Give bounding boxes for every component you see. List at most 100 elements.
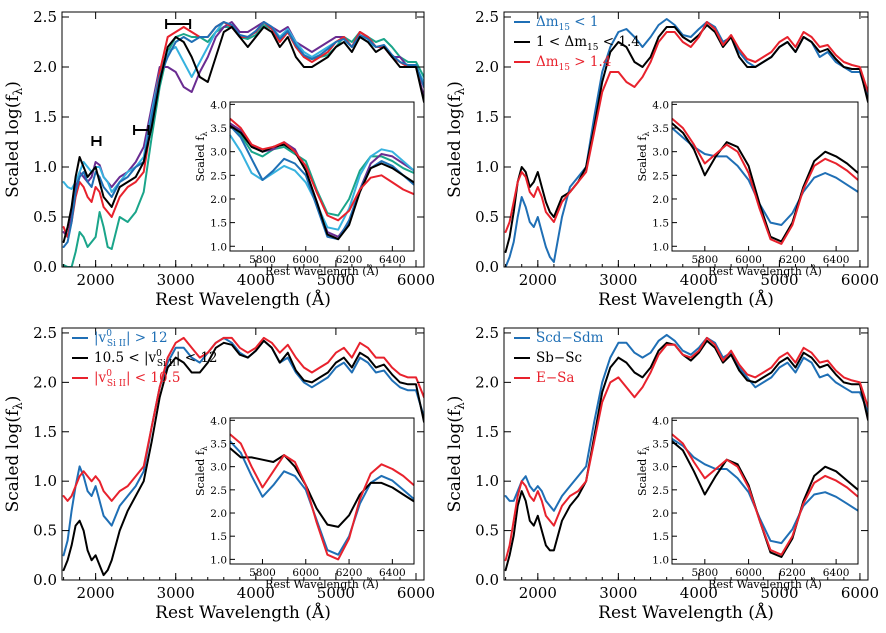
- x-tick-label: 3000: [157, 584, 195, 602]
- inset-y-axis-title: Scaled fλ: [194, 132, 209, 182]
- x-tick-label: 5000: [760, 584, 798, 602]
- inset-y-tick-label: 3.5: [652, 123, 669, 135]
- inset-series-line-3: [229, 433, 415, 561]
- legend-entry: Scd−Sdm: [536, 330, 604, 346]
- y-axis-title-sub: λ: [11, 402, 25, 410]
- y-tick-label: 2.5: [33, 324, 57, 342]
- inset-series-line-5: [229, 124, 415, 241]
- y-tick-label: 2.5: [475, 8, 499, 26]
- inset-plot: 5800 6000 6200 6400 1.0 1.5 2.0 2.5 3.0 3.5 4.0 Res…: [194, 415, 415, 591]
- inset-x-tick-label: 6200: [336, 254, 363, 266]
- x-tick-label: 6000: [397, 584, 435, 602]
- legend-entry: |v0 Si II| < 10.5: [94, 369, 180, 389]
- inset-y-tick-label: 1.5: [210, 531, 227, 543]
- inset-y-tick-label: 1.5: [210, 218, 227, 230]
- y-tick-label: 2.0: [475, 58, 499, 76]
- inset-x-axis-title: Rest Wavelength (Å): [265, 264, 379, 278]
- y-tick-label: 0.5: [33, 208, 57, 226]
- inset-series-line-1: [671, 127, 859, 226]
- inset-series-line-4: [229, 125, 415, 241]
- inset-x-tick-label: 5800: [691, 254, 718, 266]
- series-line-6: [62, 26, 424, 243]
- inset-y-tick-label: 2.5: [652, 485, 669, 497]
- y-tick-label: 1.5: [475, 108, 499, 126]
- y-tick-label: 0.5: [475, 208, 499, 226]
- y-tick-label: 0.0: [33, 258, 57, 276]
- y-axis-title: Scaled log(fλ): [445, 396, 467, 513]
- y-axis-title-end: ): [445, 396, 465, 403]
- inset-y-tick-label: 2.0: [652, 194, 669, 206]
- panel-4: 2000 3000 4000 5000 6000 0.0 0.5 1.0 1.5 2.0 2.5 Re…: [445, 324, 879, 623]
- inset-frame: [229, 101, 415, 252]
- x-tick-label: 3000: [599, 584, 637, 602]
- inset-y-tick-label: 4.0: [210, 415, 227, 427]
- inset-y-tick-label: 2.0: [210, 194, 227, 206]
- inset-x-tick-label: 5800: [691, 567, 718, 579]
- y-tick-label: 1.5: [475, 423, 499, 441]
- legend-entry: Δm15 < 1: [536, 14, 599, 33]
- x-axis-title: Rest Wavelength (Å): [598, 289, 774, 310]
- inset-y-tick-label: 1.0: [652, 241, 669, 253]
- inset-x-tick-label: 6000: [292, 567, 319, 579]
- inset-plot: 5800 6000 6200 6400 1.0 1.5 2.0 2.5 3.0 3.5 4.0 Res…: [636, 99, 859, 278]
- inset-y-tick-label: 2.5: [652, 170, 669, 182]
- y-tick-label: 1.5: [33, 423, 57, 441]
- inset-series-line-1: [671, 438, 859, 545]
- series-line-2: [504, 339, 868, 572]
- plot-frame: [61, 327, 425, 581]
- inset-x-tick-label: 6200: [779, 567, 806, 579]
- y-axis-title-main: Scaled log(f: [3, 408, 23, 512]
- y-axis-title-sub: λ: [453, 87, 467, 95]
- inset-series-line-3: [671, 433, 859, 556]
- series-line-3: [62, 336, 424, 502]
- inset-frame: [229, 417, 415, 565]
- inset-x-tick-label: 5800: [249, 254, 276, 266]
- legend-entry: Δm15 > 1.4: [536, 54, 611, 73]
- x-axis-title: Rest Wavelength (Å): [155, 602, 331, 623]
- y-axis-title-sub: λ: [453, 402, 467, 410]
- inset-y-tick-label: 2.5: [210, 485, 227, 497]
- y-axis-title-main: Scaled log(f: [445, 94, 465, 198]
- inset-frame: [671, 101, 859, 252]
- inset-y-tick-label: 3.5: [652, 438, 669, 450]
- inset-x-axis-title: Rest Wavelength (Å): [265, 577, 379, 591]
- legend-entry: 10.5 < |v0 Si II| < 12: [94, 349, 218, 369]
- x-tick-label: 2000: [77, 271, 115, 289]
- y-tick-label: 0.0: [475, 258, 499, 276]
- x-tick-label: 6000: [841, 584, 879, 602]
- inset-y-axis-title: Scaled fλ: [194, 446, 209, 496]
- inset-x-tick-label: 6000: [292, 254, 319, 266]
- inset-x-tick-label: 6200: [336, 567, 363, 579]
- x-axis-title: Rest Wavelength (Å): [598, 602, 774, 623]
- series-line-1: [62, 24, 424, 267]
- x-tick-label: 5000: [317, 271, 355, 289]
- y-axis-title-end: ): [3, 396, 23, 403]
- legend-entry: Sb−Sc: [536, 350, 582, 366]
- inset-x-tick-label: 6000: [735, 254, 762, 266]
- y-tick-label: 0.0: [33, 571, 57, 589]
- y-tick-label: 1.0: [475, 158, 499, 176]
- y-tick-label: 2.5: [475, 324, 499, 342]
- inset-y-tick-label: 1.0: [652, 554, 669, 566]
- y-axis-title-main: Scaled log(f: [445, 408, 465, 512]
- y-tick-label: 1.5: [33, 108, 57, 126]
- inset-x-tick-label: 5800: [249, 567, 276, 579]
- inset-y-tick-label: 4.0: [652, 99, 669, 111]
- legend-entry: E−Sa: [536, 370, 574, 386]
- inset-y-axis-title: Scaled fλ: [636, 446, 651, 496]
- wavelength-marker-3: [165, 19, 192, 29]
- inset-series-line-6: [229, 117, 415, 222]
- x-tick-label: 3000: [157, 271, 195, 289]
- inset-x-tick-label: 6400: [823, 254, 850, 266]
- inset-y-tick-label: 3.5: [210, 123, 227, 135]
- inset-y-axis-title: Scaled fλ: [636, 132, 651, 182]
- inset-y-tick-label: 3.0: [210, 462, 227, 474]
- inset-y-tick-label: 3.0: [652, 147, 669, 159]
- x-tick-label: 5000: [760, 271, 798, 289]
- series-line-3: [504, 336, 868, 562]
- x-tick-label: 6000: [841, 271, 879, 289]
- x-tick-label: 2000: [519, 584, 557, 602]
- inset-x-tick-label: 6400: [823, 567, 850, 579]
- y-tick-label: 1.0: [33, 472, 57, 490]
